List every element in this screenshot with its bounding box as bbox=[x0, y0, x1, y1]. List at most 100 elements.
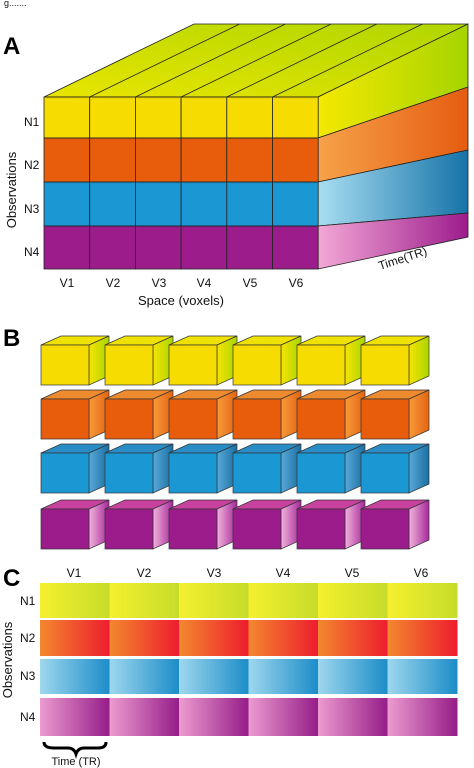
front-cell bbox=[272, 225, 319, 270]
row-label-n4: N4 bbox=[24, 245, 40, 259]
front-cell bbox=[226, 137, 273, 183]
front-cell bbox=[134, 96, 182, 139]
panel-b-letter: B bbox=[3, 325, 20, 352]
cube-side bbox=[408, 335, 430, 386]
cube-front bbox=[296, 452, 346, 494]
c-col-label-v1: V1 bbox=[67, 566, 82, 580]
c-row-label-n3: N3 bbox=[20, 669, 36, 683]
heatmap-cell bbox=[40, 620, 110, 656]
heatmap-cell bbox=[40, 698, 110, 736]
front-cell bbox=[43, 137, 91, 183]
heatmap-grid bbox=[40, 583, 458, 736]
row-label-n1: N1 bbox=[24, 115, 40, 129]
heatmap-cell bbox=[248, 620, 319, 656]
cube-front bbox=[232, 508, 282, 550]
front-cell bbox=[134, 181, 182, 227]
time-brace bbox=[42, 741, 108, 759]
y-axis-label: Observations bbox=[4, 151, 19, 228]
panel-a-letter: A bbox=[3, 33, 20, 60]
front-cell bbox=[180, 181, 228, 227]
front-cell bbox=[180, 96, 228, 139]
cube-front bbox=[232, 452, 282, 494]
front-cell bbox=[89, 96, 136, 139]
c-row-label-n4: N4 bbox=[20, 710, 36, 724]
heatmap-cell bbox=[318, 620, 388, 656]
brace-label: Time (TR) bbox=[51, 756, 100, 768]
heatmap-cell bbox=[40, 659, 110, 694]
heatmap-cell bbox=[179, 659, 249, 694]
front-cell bbox=[43, 96, 91, 139]
front-cell bbox=[180, 225, 228, 270]
c-col-label-v3: V3 bbox=[207, 566, 222, 580]
front-cell bbox=[89, 181, 136, 227]
col-label-v3: V3 bbox=[152, 276, 167, 290]
cube-grid bbox=[40, 335, 430, 550]
cube-front bbox=[104, 508, 154, 550]
front-cell bbox=[134, 137, 182, 183]
panel-c-letter: C bbox=[3, 565, 20, 592]
front-cell bbox=[272, 181, 319, 227]
cube-front bbox=[40, 508, 90, 550]
row-label-n2: N2 bbox=[24, 158, 40, 172]
heatmap-cell bbox=[248, 659, 319, 694]
cube-front bbox=[168, 508, 218, 550]
heatmap-cell bbox=[387, 698, 458, 736]
x-axis-label: Space (voxels) bbox=[138, 293, 224, 308]
panel-c: C V1 V2 V3 V4 V5 V6 N1 N2 N3 N4 Observat… bbox=[0, 565, 458, 768]
cube-front bbox=[40, 452, 90, 494]
front-cell bbox=[226, 225, 273, 270]
top-divider bbox=[135, 23, 286, 98]
heatmap-cell bbox=[387, 659, 458, 694]
col-label-v5: V5 bbox=[243, 276, 258, 290]
heatmap-cell bbox=[248, 698, 319, 736]
col-label-v4: V4 bbox=[197, 276, 212, 290]
col-label-v6: V6 bbox=[289, 276, 304, 290]
c-y-axis-label: Observations bbox=[0, 621, 15, 698]
c-col-label-v6: V6 bbox=[414, 566, 429, 580]
cube-front bbox=[168, 452, 218, 494]
heatmap-cell bbox=[387, 620, 458, 656]
heatmap-cell bbox=[318, 698, 388, 736]
cube-front bbox=[296, 344, 346, 386]
front-cell bbox=[226, 96, 273, 139]
front-cell bbox=[180, 137, 228, 183]
top-divider bbox=[180, 23, 332, 98]
cube-side bbox=[408, 499, 430, 550]
cube-front bbox=[360, 398, 410, 440]
cube-front bbox=[40, 344, 90, 386]
c-row-label-n1: N1 bbox=[20, 594, 36, 608]
cube-front bbox=[232, 398, 282, 440]
top-divider bbox=[272, 23, 423, 98]
cube-front bbox=[360, 344, 410, 386]
cube-front bbox=[360, 452, 410, 494]
cube-side bbox=[408, 443, 430, 494]
heatmap-cell bbox=[40, 583, 110, 618]
cube-front bbox=[104, 452, 154, 494]
heatmap-cell bbox=[109, 659, 180, 694]
cube-front bbox=[40, 398, 90, 440]
cube-front bbox=[168, 398, 218, 440]
front-cell bbox=[134, 225, 182, 270]
front-cell bbox=[272, 96, 319, 139]
front-cell bbox=[89, 225, 136, 270]
heatmap-cell bbox=[109, 698, 180, 736]
top-divider bbox=[89, 23, 240, 98]
front-face-grid bbox=[43, 96, 319, 270]
cube-front bbox=[104, 344, 154, 386]
panel-a: A N1 N2 N3 N4 Observations V1 V2 V3 V4 V… bbox=[3, 23, 469, 308]
row-label-n3: N3 bbox=[24, 202, 40, 216]
c-row-label-n2: N2 bbox=[20, 631, 36, 645]
heatmap-cell bbox=[248, 583, 319, 618]
col-label-v1: V1 bbox=[60, 276, 75, 290]
panel-b: B bbox=[3, 325, 430, 550]
cube-front bbox=[360, 508, 410, 550]
col-label-v2: V2 bbox=[106, 276, 121, 290]
heatmap-cell bbox=[179, 698, 249, 736]
cube-side bbox=[408, 389, 430, 440]
cube-front bbox=[104, 398, 154, 440]
heatmap-cell bbox=[387, 583, 458, 618]
c-col-label-v2: V2 bbox=[137, 566, 152, 580]
front-cell bbox=[43, 225, 91, 270]
cube-front bbox=[232, 344, 282, 386]
cube-front bbox=[296, 398, 346, 440]
